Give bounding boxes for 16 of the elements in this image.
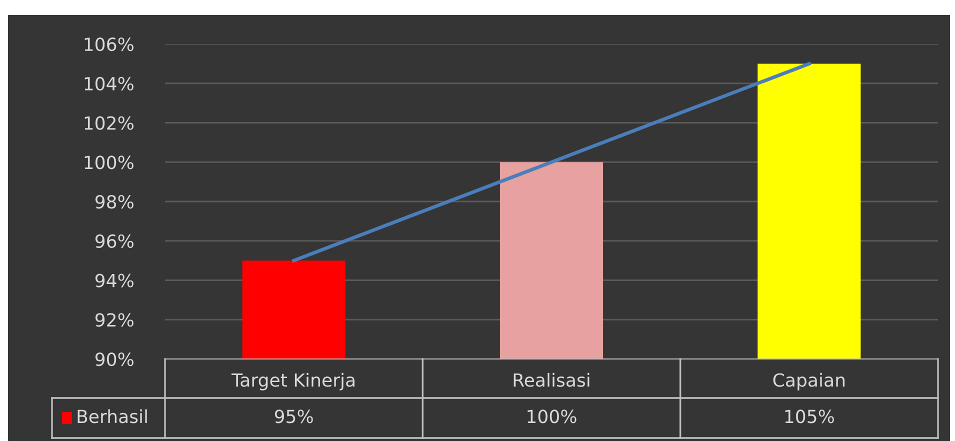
y-tick-label: 104% [84, 76, 134, 90]
y-tick-label: 90% [95, 352, 134, 366]
y-tick-label: 96% [95, 234, 134, 248]
legend-label: Berhasil [78, 409, 147, 424]
y-tick-label: 102% [84, 116, 134, 130]
y-tick-label: 94% [95, 274, 134, 288]
data-label: 95% [274, 410, 313, 424]
data-label: 105% [785, 410, 834, 424]
x-tick-label: Target Kinerja [232, 372, 354, 390]
data-label: 100% [528, 410, 576, 424]
x-tick-label: Capaian [773, 372, 844, 390]
y-tick-label: 106% [84, 37, 134, 52]
x-tick-label: Realisasi [514, 372, 590, 387]
y-tick-label: 100% [84, 156, 134, 170]
y-tick-label: 92% [95, 313, 134, 327]
y-tick-label: 98% [95, 194, 134, 209]
